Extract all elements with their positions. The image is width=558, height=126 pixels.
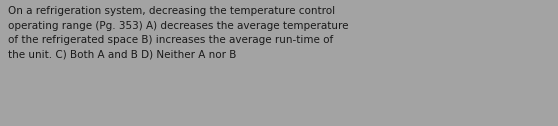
Text: On a refrigeration system, decreasing the temperature control
operating range (P: On a refrigeration system, decreasing th…: [8, 6, 349, 59]
